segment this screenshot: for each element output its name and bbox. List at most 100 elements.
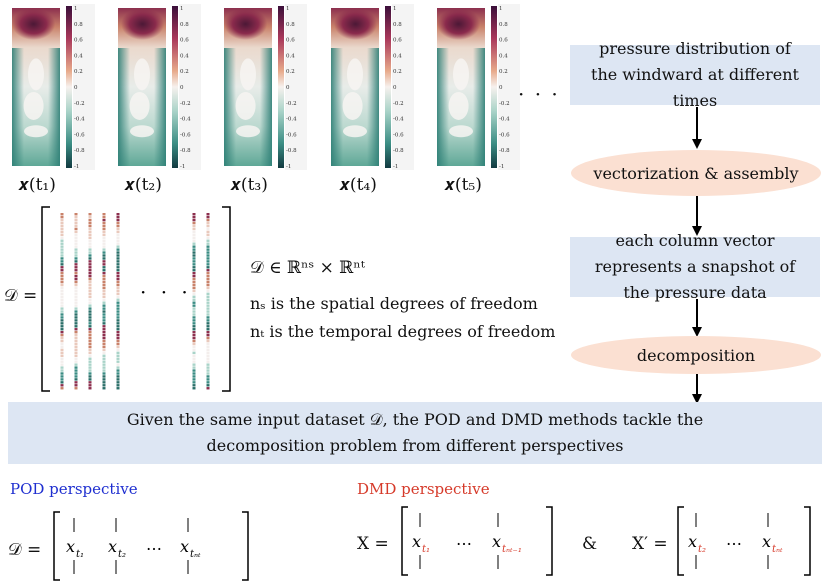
- colorbar-tick: 0: [499, 85, 503, 91]
- colorbar-tick: 0.8: [74, 22, 83, 28]
- flow-oval-decomposition: decomposition: [571, 336, 821, 374]
- colorbar-tick: 0.4: [393, 53, 402, 59]
- colorbar-tick: 1: [180, 6, 184, 12]
- heatmap-snapshot-2: 1 0.8 0.6 0.4 0.2 0 -0.2 -0.4 -0.6 -0.8 -1: [118, 4, 201, 170]
- colorbar-tick: 0.6: [393, 38, 402, 44]
- dmd-x-sub-1: t₁: [422, 544, 430, 555]
- colorbar-tick: -0.6: [499, 132, 510, 138]
- dmd-xp-sub-1: t₂: [698, 544, 706, 555]
- colorbar-tick: -0.4: [499, 117, 510, 123]
- snapshot-label-1: 𝒙(t₁): [18, 175, 56, 195]
- colorbar-tick: -0.8: [74, 148, 85, 154]
- snapshot-label-5: 𝒙(t₅): [444, 175, 482, 195]
- nt-description: nₜ is the temporal degrees of freedom: [250, 322, 556, 341]
- matrix-lhs: 𝒟 =: [4, 286, 38, 306]
- arrow-2: [692, 196, 702, 236]
- colorbar-tick: 0.6: [180, 38, 189, 44]
- colorbar-5: [491, 6, 497, 168]
- pod-col-1: x: [66, 537, 75, 556]
- heatmap-snapshot-3: 1 0.8 0.6 0.4 0.2 0 -0.2 -0.4 -0.6 -0.8 -1: [224, 4, 307, 170]
- heatmap-snapshot-4: 1 0.8 0.6 0.4 0.2 0 -0.2 -0.4 -0.6 -0.8 -1: [331, 4, 414, 170]
- snapshot-label-2: 𝒙(t₂): [124, 175, 162, 195]
- colorbar-tick: -0.2: [499, 101, 510, 107]
- colorbar-tick: 0.4: [180, 53, 189, 59]
- colorbar-tick: 0.8: [286, 22, 295, 28]
- matrix-definition: 𝒟 ∈ ℝⁿˢ × ℝⁿᵗ: [250, 258, 365, 278]
- colorbar-3: [278, 6, 284, 168]
- column-vector: [88, 213, 92, 390]
- flow-box-column-vector: each column vector represents a snapshot…: [570, 231, 820, 302]
- colorbar-tick: -0.4: [393, 117, 404, 123]
- snapshot-label-4: 𝒙(t₄): [339, 175, 377, 195]
- colorbar-2: [172, 6, 178, 168]
- pod-lhs: 𝒟 =: [8, 540, 42, 560]
- column-vector: [60, 213, 64, 390]
- arrow-3: [692, 299, 702, 337]
- colorbar-tick: -0.8: [499, 148, 510, 154]
- colorbar-tick: 0.6: [499, 38, 508, 44]
- pod-sub-2: t₂: [118, 549, 126, 560]
- pod-dots: …: [146, 535, 162, 554]
- colorbar-tick: -1: [393, 164, 398, 170]
- colorbar-tick: -0.4: [286, 117, 297, 123]
- flow-oval-vectorization: vectorization & assembly: [571, 150, 821, 196]
- colorbar-tick: 0: [393, 85, 397, 91]
- colorbar-tick: 0.2: [393, 69, 402, 75]
- column-vector: [116, 213, 120, 390]
- colorbar-tick: 0: [180, 85, 184, 91]
- colorbar-tick: -1: [286, 164, 291, 170]
- colorbar-tick: -0.4: [180, 117, 191, 123]
- dmd-x-col-2: x: [492, 532, 501, 551]
- colorbar-tick: 0: [286, 85, 290, 91]
- snapshot-label-3: 𝒙(t₃): [230, 175, 268, 195]
- colorbar-tick: -0.8: [286, 148, 297, 154]
- ns-description: nₛ is the spatial degrees of freedom: [250, 294, 538, 313]
- colorbar-tick: -0.6: [286, 132, 297, 138]
- colorbar-tick: -1: [74, 164, 79, 170]
- column-vector: [192, 213, 196, 390]
- colorbar-tick: -0.2: [286, 101, 297, 107]
- pod-matrix: x t₁ x t₂ … x tₙₜ: [53, 511, 249, 581]
- colorbar-tick: -0.2: [393, 101, 404, 107]
- colorbar-tick: 1: [499, 6, 503, 12]
- colorbar-tick: 0.8: [180, 22, 189, 28]
- pod-sub-3: tₙₜ: [190, 549, 201, 560]
- colorbar-tick: 0.4: [74, 53, 83, 59]
- arrow-4: [692, 374, 702, 404]
- colorbar-tick: 0: [74, 85, 78, 91]
- dmd-xprime-matrix: x t₂ … x tₙₜ: [677, 506, 811, 576]
- colorbar-tick: 0.2: [286, 69, 295, 75]
- colorbar-tick: 0.2: [499, 69, 508, 75]
- dmd-x-lhs: X =: [357, 534, 389, 554]
- column-vector: [206, 213, 210, 390]
- colorbar-tick: 0.8: [499, 22, 508, 28]
- heatmap-snapshot-5: 1 0.8 0.6 0.4 0.2 0 -0.2 -0.4 -0.6 -0.8 -1: [437, 4, 520, 170]
- colorbar-tick: -0.4: [74, 117, 85, 123]
- colorbar-4: [385, 6, 391, 168]
- matrix-ellipsis: · · ·: [140, 280, 192, 304]
- dmd-xp-lhs: X′ =: [632, 534, 668, 554]
- colorbar-tick: 0.6: [74, 38, 83, 44]
- colorbar-tick: 1: [393, 6, 397, 12]
- dmd-x-col-1: x: [412, 532, 421, 551]
- dmd-x-matrix: x t₁ … x tₙₜ₋₁: [401, 506, 553, 576]
- colorbar-tick: 0.2: [180, 69, 189, 75]
- colorbar-tick: 0.4: [286, 53, 295, 59]
- colorbar-tick: -0.2: [74, 101, 85, 107]
- dmd-title: DMD perspective: [357, 480, 490, 498]
- colorbar-tick: -1: [499, 164, 504, 170]
- dmd-xp-col-1: x: [688, 532, 697, 551]
- colorbar-tick: -0.6: [393, 132, 404, 138]
- column-vector: [102, 213, 106, 390]
- colorbar-tick: -0.2: [180, 101, 191, 107]
- colorbar-tick: -1: [180, 164, 185, 170]
- colorbar-tick: -0.8: [393, 148, 404, 154]
- colorbar-tick: 1: [286, 6, 290, 12]
- pod-title: POD perspective: [10, 480, 138, 498]
- colorbar-tick: 1: [74, 6, 78, 12]
- dmd-xp-dots: …: [726, 530, 742, 549]
- heatmap-snapshot-1: 1 0.8 0.6 0.4 0.2 0 -0.2 -0.4 -0.6 -0.8 -1: [11, 4, 95, 170]
- dmd-x-dots: …: [456, 530, 472, 549]
- pod-sub-1: t₁: [76, 549, 84, 560]
- colorbar-tick: 0.2: [74, 69, 83, 75]
